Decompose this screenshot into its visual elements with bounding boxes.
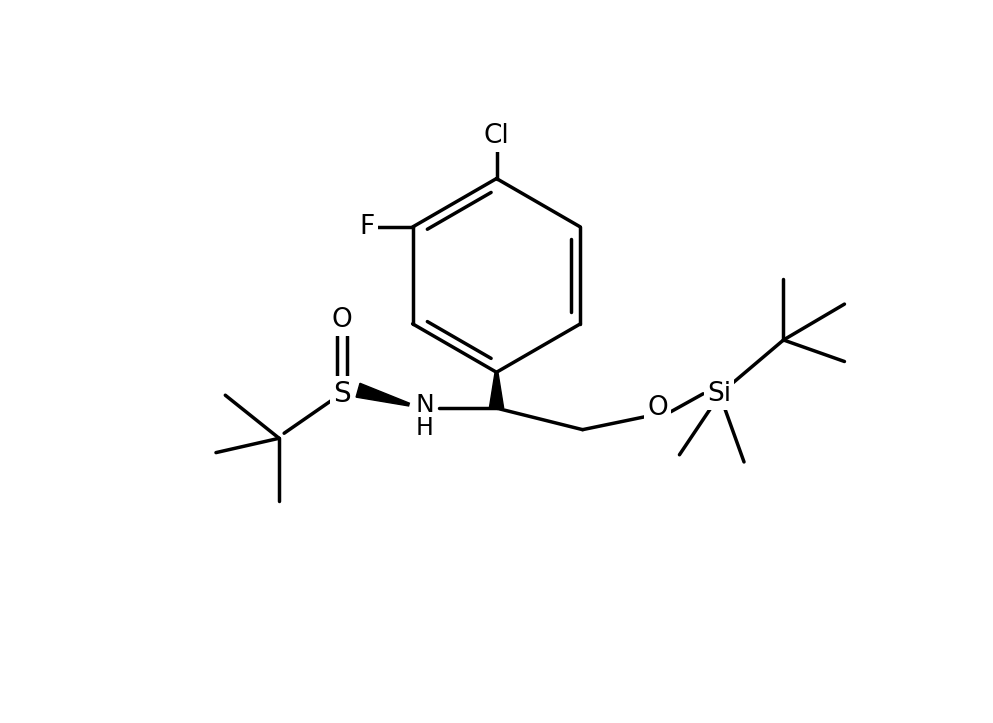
Text: F: F: [359, 214, 375, 240]
Polygon shape: [490, 372, 503, 408]
Polygon shape: [356, 383, 409, 406]
Text: Cl: Cl: [484, 122, 509, 148]
Text: S: S: [334, 380, 352, 408]
Text: O: O: [332, 307, 353, 333]
Text: N: N: [415, 393, 434, 416]
Text: H: H: [416, 416, 434, 440]
Text: Si: Si: [707, 381, 731, 407]
Text: O: O: [647, 395, 668, 421]
